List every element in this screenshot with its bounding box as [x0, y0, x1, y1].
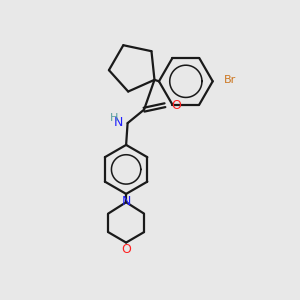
Text: Br: Br [224, 75, 236, 85]
Text: N: N [122, 195, 131, 208]
Text: N: N [114, 116, 123, 129]
Text: H: H [110, 113, 118, 123]
Text: O: O [121, 243, 131, 256]
Text: O: O [172, 99, 182, 112]
